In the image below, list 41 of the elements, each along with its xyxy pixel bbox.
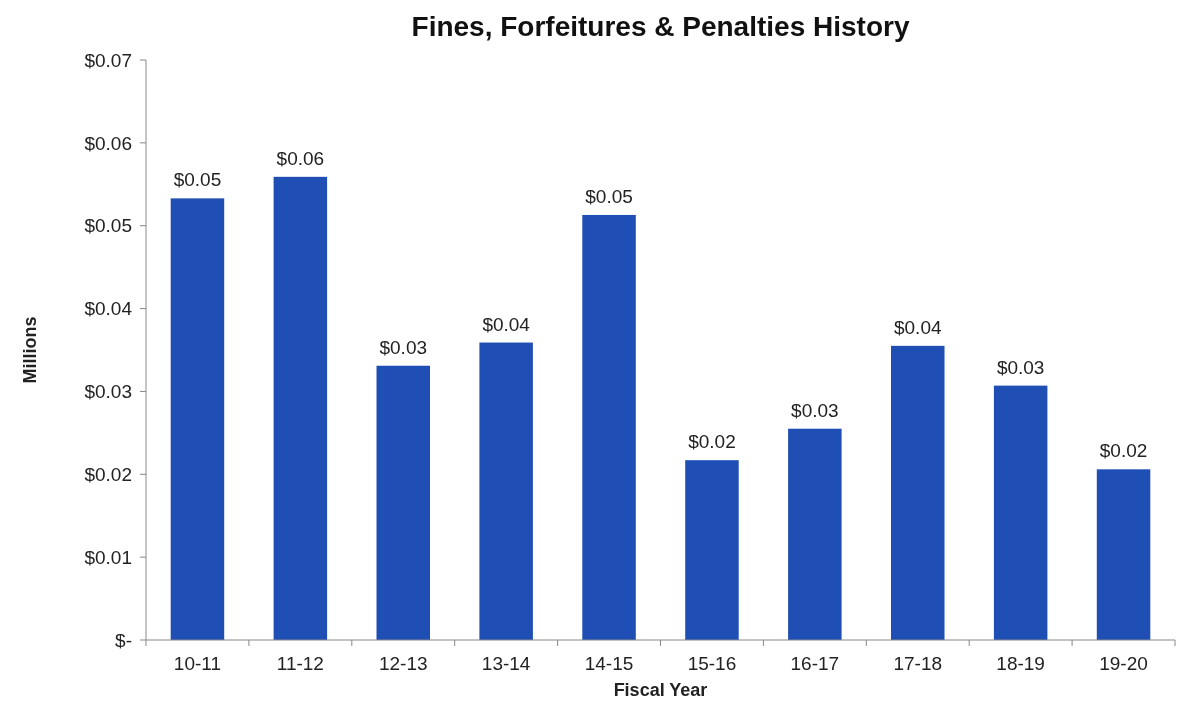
data-label: $0.05 <box>585 185 633 207</box>
x-tick-label: 10-11 <box>173 653 222 674</box>
x-axis-title: Fiscal Year <box>613 680 708 700</box>
x-tick-label: 11-12 <box>276 653 324 674</box>
data-label: $0.03 <box>379 336 428 358</box>
data-label: $0.03 <box>996 356 1045 378</box>
data-label: $0.03 <box>791 399 839 421</box>
y-tick-label: $0.05 <box>84 215 132 237</box>
x-tick-label: 13-14 <box>481 653 531 674</box>
bar <box>170 198 225 640</box>
x-tick-label: 17-18 <box>893 653 943 674</box>
y-tick-label: $0.01 <box>84 546 132 568</box>
bar <box>993 385 1048 640</box>
data-label: $0.06 <box>276 147 325 169</box>
x-tick-label: 18-19 <box>996 653 1045 674</box>
y-tick-label: $0.03 <box>84 381 132 403</box>
data-label: $0.02 <box>1099 440 1148 462</box>
bar <box>788 428 842 640</box>
data-label: $0.04 <box>893 316 942 338</box>
x-tick-label: 15-16 <box>687 653 737 674</box>
bar <box>1096 469 1151 640</box>
y-tick-label: $0.06 <box>84 132 132 154</box>
bar <box>479 342 533 640</box>
x-tick-label: 16-17 <box>790 653 840 674</box>
bar <box>376 365 430 640</box>
data-label: $0.04 <box>482 313 531 335</box>
x-tick-label: 12-13 <box>378 653 428 674</box>
bar <box>273 176 328 640</box>
y-tick-label: $0.02 <box>84 463 132 485</box>
x-tick-label: 19-20 <box>1099 653 1148 674</box>
y-tick-label: $0.04 <box>84 298 133 320</box>
bar <box>582 214 636 640</box>
y-tick-label: $0.07 <box>84 49 132 71</box>
bar <box>891 345 945 640</box>
y-axis-title: Millions <box>20 316 40 384</box>
data-label: $0.05 <box>173 169 222 191</box>
y-tick-label: $- <box>115 629 132 651</box>
chart-title: Fines, Forfeitures & Penalties History <box>411 11 910 42</box>
bar <box>685 460 739 640</box>
x-tick-label: 14-15 <box>584 653 634 674</box>
data-label: $0.02 <box>688 431 736 453</box>
